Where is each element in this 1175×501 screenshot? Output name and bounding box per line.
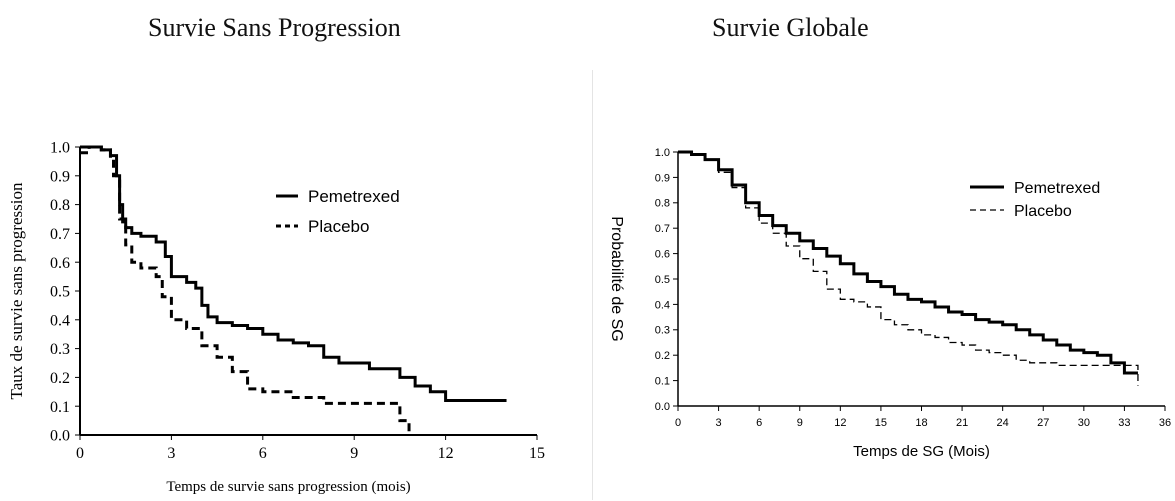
- y-tick-label: 0.8: [50, 197, 70, 214]
- y-tick-label: 0.7: [655, 223, 670, 235]
- y-tick-label: 0.0: [655, 401, 670, 413]
- os-chart-panel: Survie Globale 0.0 0.1 0.2 0.3 0.4 0.5 0.6 0.7 0…: [590, 0, 1175, 501]
- x-axis-label: Temps de SG (Mois): [853, 443, 990, 460]
- series-placebo-line: [80, 145, 411, 435]
- x-tick-label: 0: [675, 417, 681, 429]
- y-tick-label: 0.7: [50, 226, 70, 243]
- panel-divider: [592, 70, 593, 500]
- y-tick-label: 0.2: [655, 350, 670, 362]
- x-tick-label: 6: [756, 417, 762, 429]
- y-tick-label: 0.3: [655, 325, 670, 337]
- y-tick-label: 0.1: [655, 375, 670, 387]
- legend-label-placebo: Placebo: [1014, 203, 1072, 220]
- x-tick-label: 12: [438, 445, 454, 462]
- y-tick-label: 0.9: [50, 168, 70, 185]
- x-tick-label: 12: [834, 417, 846, 429]
- y-tick-label: 0.4: [655, 299, 670, 311]
- y-tick-label: 0.2: [50, 370, 70, 387]
- y-tick-label: 0.0: [50, 428, 70, 445]
- y-axis-label: Probabilité de SG: [608, 216, 625, 341]
- x-axis-label: Temps de survie sans progression (mois): [166, 479, 410, 495]
- pfs-chart: 0.0 0.1 0.2 0.3 0.4 0.5 0.6 0.7 0.8 0.9 1.0 0 3 6 9 12 1…: [7, 140, 545, 495]
- y-tick-label: 0.5: [50, 284, 70, 301]
- x-tick-label: 24: [997, 417, 1009, 429]
- y-tick-label: 0.1: [50, 399, 70, 416]
- y-tick-label: 0.9: [655, 172, 670, 184]
- y-tick-label: 0.5: [655, 274, 670, 286]
- legend-label-pemetrexed: Pemetrexed: [1014, 180, 1100, 197]
- series-pemetrexed-line: [678, 150, 1138, 375]
- y-tick-label: 0.8: [655, 198, 670, 210]
- pfs-chart-panel: Survie Sans Progression 0.0 0.1 0.2 0.3 0.4 0…: [7, 13, 545, 495]
- x-tick-label: 9: [350, 445, 358, 462]
- os-chart: 0.00.10.20.30.40.50.60.70.80.91.00 3 6 9 12 1…: [608, 147, 1171, 460]
- y-tick-label: 1.0: [50, 140, 70, 157]
- x-tick-label: 3: [167, 445, 175, 462]
- x-tick-label: 30: [1078, 417, 1090, 429]
- x-tick-label: 15: [529, 445, 545, 462]
- y-tick-label: 0.6: [50, 255, 70, 272]
- legend-label-pemetrexed: Pemetrexed: [308, 187, 400, 206]
- x-tick-label: 15: [875, 417, 887, 429]
- pfs-chart-title: Survie Sans Progression: [148, 13, 401, 42]
- x-tick-label: 27: [1037, 417, 1049, 429]
- series-pemetrexed-line: [80, 145, 507, 402]
- y-axis-label: Taux de survie sans progression: [7, 182, 26, 399]
- x-tick-label: 33: [1118, 417, 1130, 429]
- y-tick-label: 0.6: [655, 248, 670, 260]
- os-chart-title: Survie Globale: [712, 13, 869, 42]
- x-tick-label: 21: [956, 417, 968, 429]
- x-tick-label: 18: [915, 417, 927, 429]
- y-tick-label: 0.3: [50, 341, 70, 358]
- x-tick-label: 3: [716, 417, 722, 429]
- x-tick-label: 6: [259, 445, 267, 462]
- x-tick-label: 36: [1159, 417, 1171, 429]
- y-tick-label: 1.0: [655, 147, 670, 159]
- x-tick-label: 9: [797, 417, 803, 429]
- legend-label-placebo: Placebo: [308, 217, 369, 236]
- series-placebo-line: [678, 151, 1139, 386]
- y-tick-label: 0.4: [50, 312, 70, 329]
- x-tick-label: 0: [76, 445, 84, 462]
